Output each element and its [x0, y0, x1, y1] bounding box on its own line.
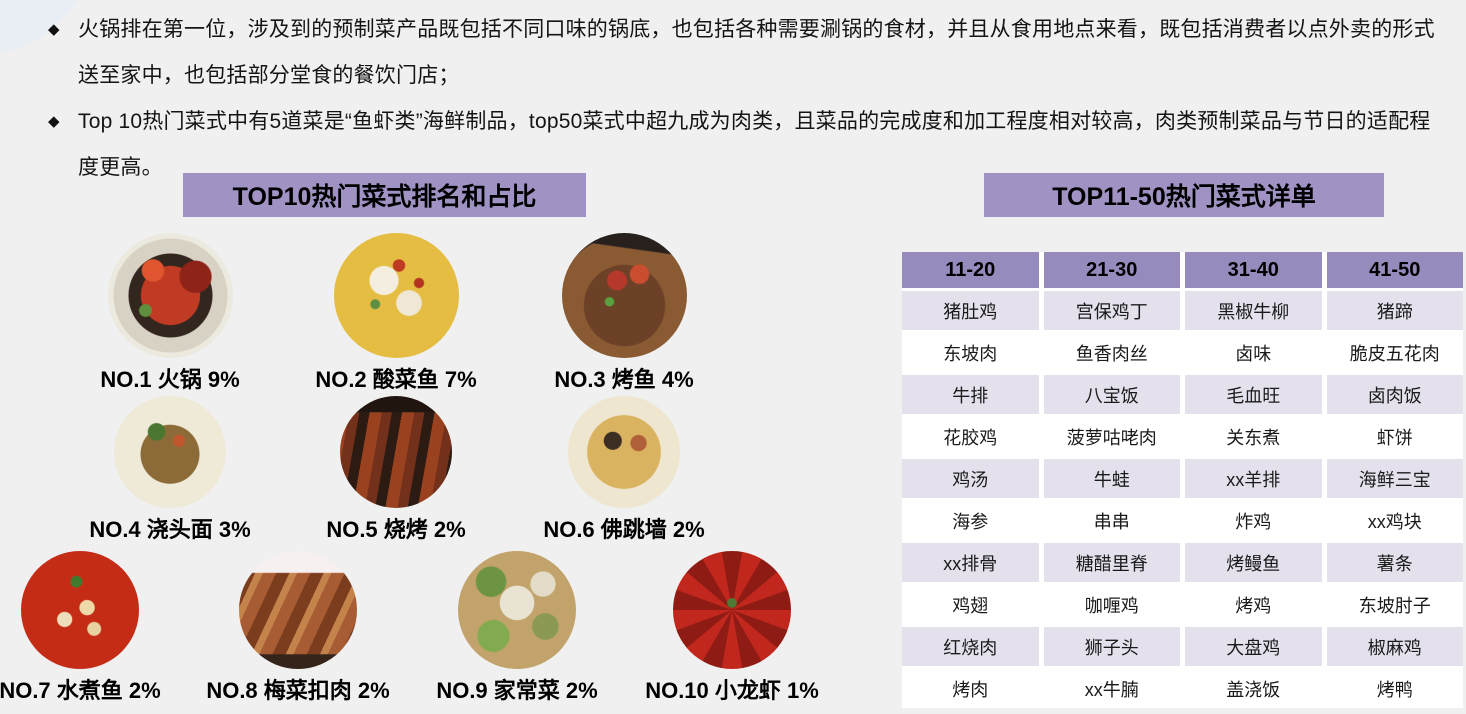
table-cell: 狮子头: [1043, 627, 1180, 666]
table-header-cell: 11-20: [902, 252, 1039, 288]
dish-no6-fotiaoqiang: NO.6 佛跳墙 2%: [514, 396, 734, 544]
table-cell: 烤鸭: [1326, 669, 1463, 708]
table-cell: 菠萝咕咾肉: [1043, 417, 1180, 456]
table-cell: 海鲜三宝: [1326, 459, 1463, 498]
dish-label: NO.2 酸菜鱼 7%: [315, 367, 477, 392]
table-cell: 东坡肉: [902, 333, 1039, 372]
table-cell: 东坡肘子: [1326, 585, 1463, 624]
table-cell: 八宝饭: [1043, 375, 1180, 414]
dish-no10-xiaolongxia: NO.10 小龙虾 1%: [628, 551, 836, 705]
dish-photo: [340, 396, 452, 508]
table-cell: 毛血旺: [1185, 375, 1322, 414]
top10-panel-title: TOP10热门菜式排名和占比: [183, 173, 586, 217]
table-cell: 椒麻鸡: [1326, 627, 1463, 666]
table-cell: 花胶鸡: [902, 417, 1039, 456]
table-cell: 烤鳗鱼: [1185, 543, 1322, 582]
table-cell: 红烧肉: [902, 627, 1039, 666]
dish-no9-jiachangcai: NO.9 家常菜 2%: [413, 551, 621, 705]
table-cell: 牛蛙: [1043, 459, 1180, 498]
table-cell: 宫保鸡丁: [1043, 291, 1180, 330]
top11-50-panel-title: TOP11-50热门菜式详单: [984, 173, 1384, 217]
table-cell: 糖醋里脊: [1043, 543, 1180, 582]
table-cell: 卤味: [1185, 333, 1322, 372]
top11-50-table: 11-20 21-30 31-40 41-50 猪肚鸡 宫保鸡丁 黑椒牛柳 猪蹄东坡肉 鱼香肉丝…: [902, 252, 1463, 708]
dish-label: NO.9 家常菜 2%: [436, 678, 598, 703]
bullet-text: Top 10热门菜式中有5道菜是“鱼虾类”海鲜制品，top50菜式中超九成为肉类…: [78, 110, 1431, 179]
table-cell: 盖浇饭: [1185, 669, 1322, 708]
dish-label: NO.8 梅菜扣肉 2%: [206, 678, 390, 703]
table-cell: 鱼香肉丝: [1043, 333, 1180, 372]
dish-no3-kaoyu: NO.3 烤鱼 4%: [514, 233, 734, 394]
table-cell: 烤肉: [902, 669, 1039, 708]
table-cell: 鸡翅: [902, 585, 1039, 624]
table-cell: 薯条: [1326, 543, 1463, 582]
diamond-bullet-icon: ◆: [48, 113, 60, 130]
dish-no8-meicaikourou: NO.8 梅菜扣肉 2%: [194, 551, 402, 705]
table-cell: 卤肉饭: [1326, 375, 1463, 414]
table-cell: xx羊排: [1185, 459, 1322, 498]
dish-label: NO.6 佛跳墙 2%: [543, 517, 705, 542]
dish-photo: [673, 551, 791, 669]
dish-label: NO.1 火锅 9%: [100, 367, 240, 392]
bullet-item: ◆ Top 10热门菜式中有5道菜是“鱼虾类”海鲜制品，top50菜式中超九成为…: [48, 99, 1444, 191]
diamond-bullet-icon: ◆: [48, 21, 60, 38]
table-header-cell: 21-30: [1043, 252, 1180, 288]
table-cell: 海参: [902, 501, 1039, 540]
table-cell: xx鸡块: [1326, 501, 1463, 540]
dish-photo: [561, 233, 687, 358]
table-cell: 猪肚鸡: [902, 291, 1039, 330]
bullet-item: ◆ 火锅排在第一位，涉及到的预制菜产品既包括不同口味的锅底，也包括各种需要涮锅的…: [48, 7, 1444, 99]
dish-no7-shuizhuyu: NO.7 水煮鱼 2%: [0, 551, 184, 705]
table-cell: 鸡汤: [902, 459, 1039, 498]
dish-no4-jiaotoumian: NO.4 浇头面 3%: [60, 396, 280, 544]
table-cell: xx排骨: [902, 543, 1039, 582]
dish-photo: [114, 396, 226, 508]
dish-no1-hotpot: NO.1 火锅 9%: [60, 233, 280, 394]
dish-no2-suancaiyu: NO.2 酸菜鱼 7%: [286, 233, 506, 394]
bullet-list: ◆ 火锅排在第一位，涉及到的预制菜产品既包括不同口味的锅底，也包括各种需要涮锅的…: [48, 7, 1444, 191]
table-cell: 脆皮五花肉: [1326, 333, 1463, 372]
dish-photo: [21, 551, 139, 669]
table-cell: 虾饼: [1326, 417, 1463, 456]
dish-photo: [107, 233, 233, 358]
dish-photo: [333, 233, 459, 358]
table-header-cell: 41-50: [1326, 252, 1463, 288]
table-cell: 烤鸡: [1185, 585, 1322, 624]
dish-label: NO.5 烧烤 2%: [326, 517, 466, 542]
dish-photo: [458, 551, 576, 669]
table-cell: 大盘鸡: [1185, 627, 1322, 666]
table-cell: xx牛腩: [1043, 669, 1180, 708]
bullet-text: 火锅排在第一位，涉及到的预制菜产品既包括不同口味的锅底，也包括各种需要涮锅的食材…: [78, 18, 1435, 87]
table-cell: 炸鸡: [1185, 501, 1322, 540]
table-cell: 关东煮: [1185, 417, 1322, 456]
dish-label: NO.3 烤鱼 4%: [554, 367, 694, 392]
dish-label: NO.10 小龙虾 1%: [645, 678, 819, 703]
table-cell: 牛排: [902, 375, 1039, 414]
dish-label: NO.7 水煮鱼 2%: [0, 678, 161, 703]
dish-photo: [568, 396, 680, 508]
table-cell: 猪蹄: [1326, 291, 1463, 330]
table-cell: 咖喱鸡: [1043, 585, 1180, 624]
table-cell: 串串: [1043, 501, 1180, 540]
table-cell: 黑椒牛柳: [1185, 291, 1322, 330]
dish-no5-shaokao: NO.5 烧烤 2%: [286, 396, 506, 544]
dish-label: NO.4 浇头面 3%: [89, 517, 251, 542]
dish-photo: [239, 551, 357, 669]
table-header-cell: 31-40: [1185, 252, 1322, 288]
